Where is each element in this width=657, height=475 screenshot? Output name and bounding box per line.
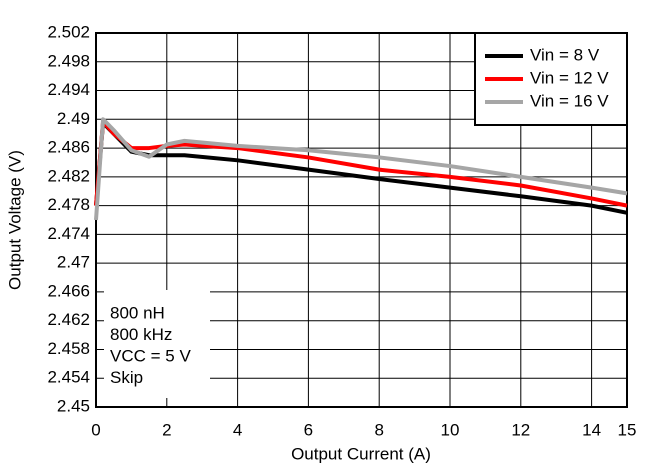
annotation: Skip xyxy=(110,368,143,387)
x-tick-label: 0 xyxy=(91,420,100,439)
y-tick-label: 2.486 xyxy=(47,138,90,157)
legend-label: Vin = 12 V xyxy=(530,68,609,87)
series-line xyxy=(94,117,628,221)
x-axis-label: Output Current (A) xyxy=(291,444,431,463)
x-tick-label: 2 xyxy=(162,420,171,439)
annotation: VCC = 5 V xyxy=(110,346,191,365)
y-tick-label: 2.47 xyxy=(57,253,90,272)
legend: Vin = 8 V Vin = 12 V Vin = 16 V xyxy=(474,32,628,126)
x-tick-label: 10 xyxy=(441,420,460,439)
y-tick-label: 2.474 xyxy=(47,224,90,243)
y-tick-label: 2.454 xyxy=(47,368,90,387)
x-tick-label: 14 xyxy=(582,420,601,439)
legend-label: Vin = 8 V xyxy=(530,45,600,64)
y-tick-label: 2.45 xyxy=(57,396,90,415)
x-tick-label: 15 xyxy=(618,420,637,439)
legend-label: Vin = 16 V xyxy=(530,91,609,110)
x-tick-label: 6 xyxy=(304,420,313,439)
x-tick-label: 8 xyxy=(374,420,383,439)
x-tick-label: 4 xyxy=(233,420,242,439)
y-tick-label: 2.466 xyxy=(47,281,90,300)
annotation: 800 kHz xyxy=(110,325,172,344)
x-tick-label: 12 xyxy=(511,420,530,439)
y-tick-label: 2.498 xyxy=(47,51,90,70)
y-tick-label: 2.482 xyxy=(47,166,90,185)
y-tick-label: 2.502 xyxy=(47,22,90,41)
y-tick-label: 2.494 xyxy=(47,80,90,99)
y-tick-label: 2.462 xyxy=(47,310,90,329)
y-tick-label: 2.478 xyxy=(47,195,90,214)
annotation-box xyxy=(104,290,210,398)
y-tick-label: 2.49 xyxy=(57,109,90,128)
y-tick-label: 2.458 xyxy=(47,339,90,358)
annotation: 800 nH xyxy=(110,303,165,322)
y-axis-label: Output Voltage (V) xyxy=(5,150,24,290)
